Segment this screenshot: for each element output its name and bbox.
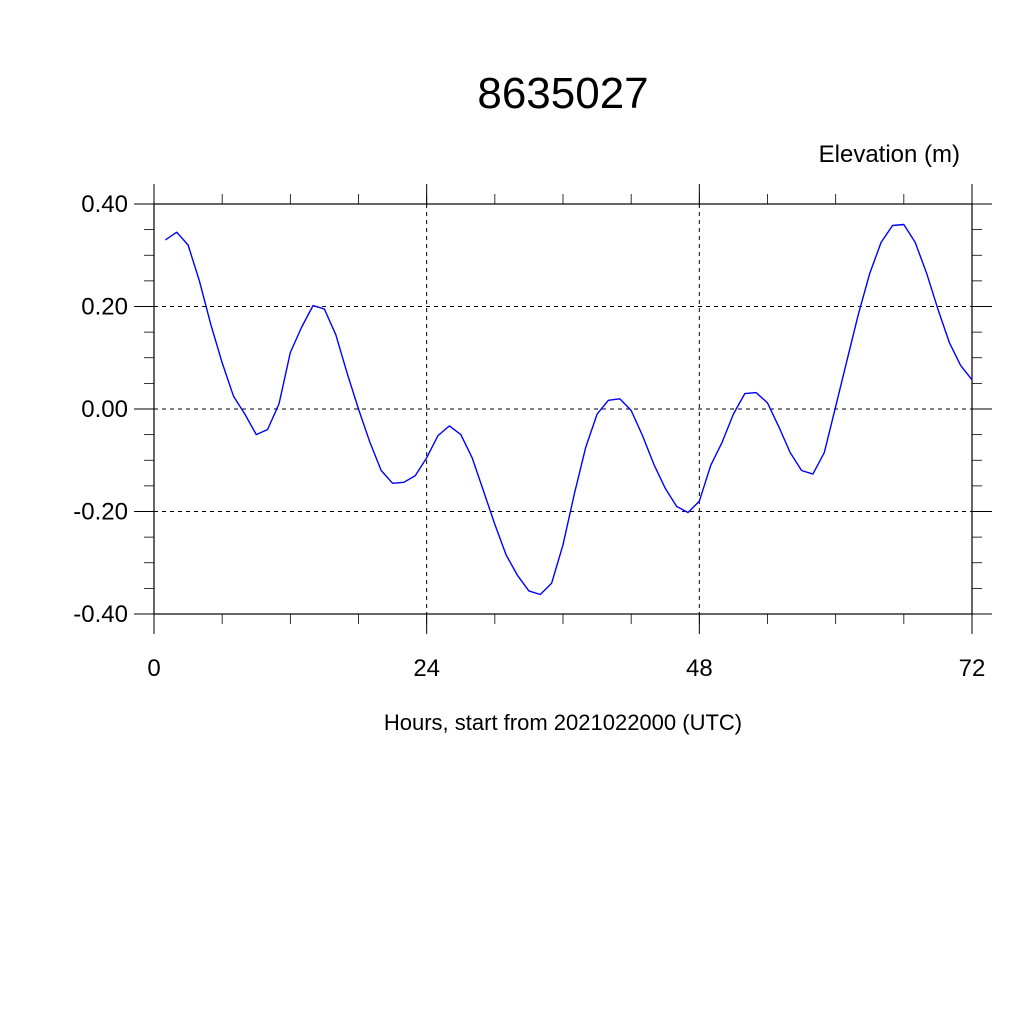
series-layer bbox=[165, 223, 973, 596]
y-tick-label: -0.20 bbox=[73, 499, 128, 526]
y-tick-label: 0.40 bbox=[81, 191, 128, 218]
series-line bbox=[165, 223, 973, 596]
chart-title: 8635027 bbox=[477, 69, 648, 118]
x-tick-label: 24 bbox=[413, 655, 440, 682]
x-axis-label: Hours, start from 2021022000 (UTC) bbox=[384, 710, 742, 735]
tick-marks bbox=[134, 184, 992, 634]
y-tick-label: 0.00 bbox=[81, 396, 128, 423]
x-tick-label: 48 bbox=[686, 655, 713, 682]
x-tick-label: 0 bbox=[147, 655, 160, 682]
y-tick-label: 0.20 bbox=[81, 294, 128, 321]
x-tick-label: 72 bbox=[959, 655, 986, 682]
tick-labels: 0.40 0.20 0.00 -0.20 -0.40 0 24 48 72 bbox=[73, 191, 985, 682]
y-tick-label: -0.40 bbox=[73, 601, 128, 628]
y-axis-label: Elevation (m) bbox=[819, 141, 960, 168]
